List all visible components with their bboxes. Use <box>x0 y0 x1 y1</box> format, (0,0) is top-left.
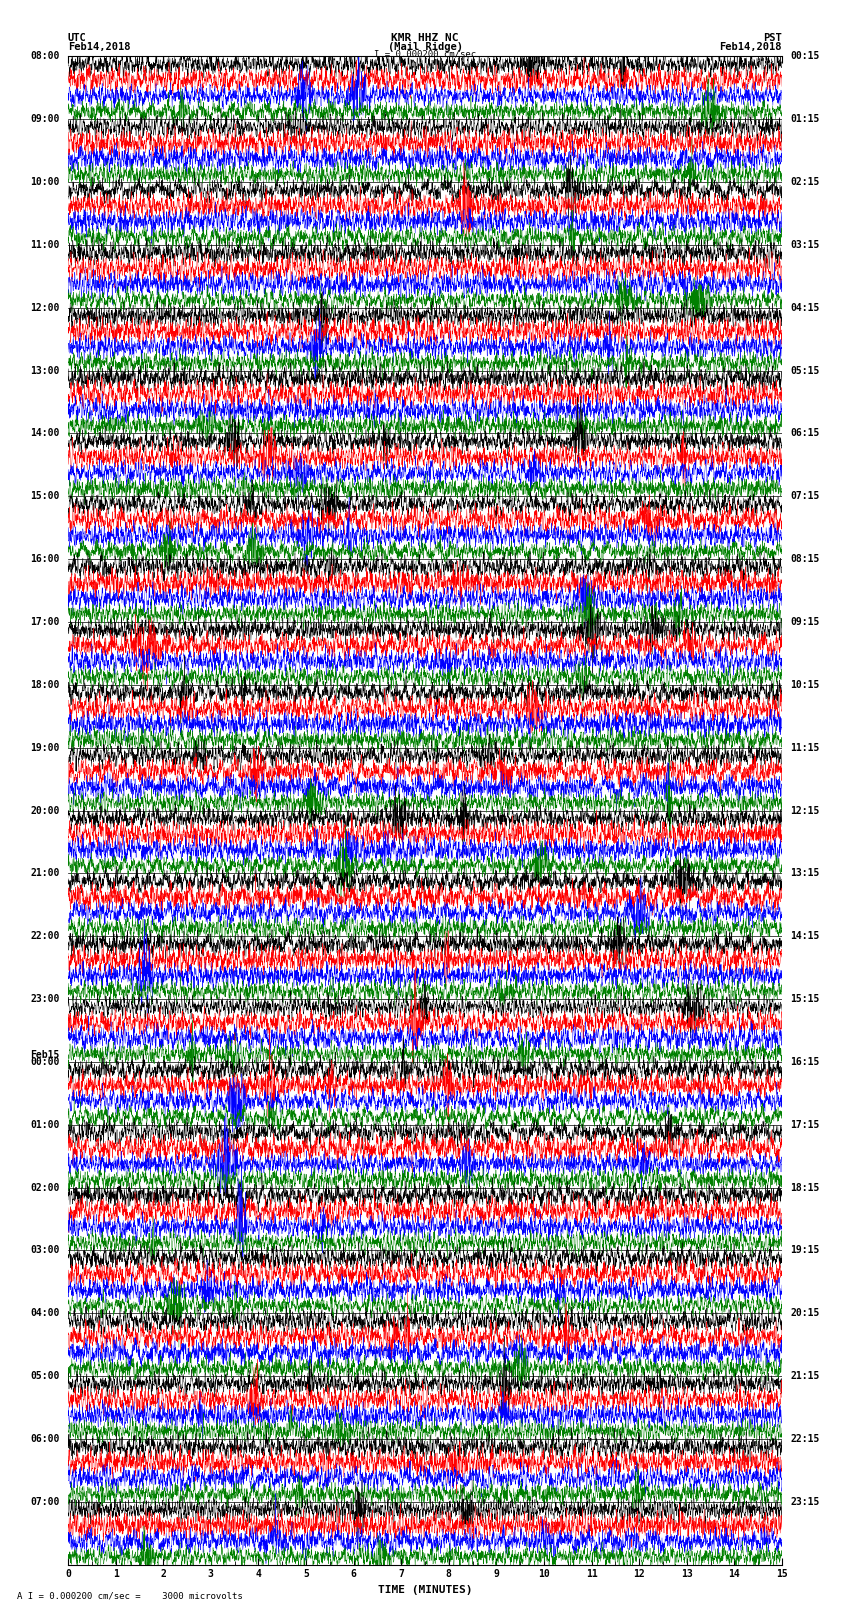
Text: 11:00: 11:00 <box>30 240 60 250</box>
Text: 19:00: 19:00 <box>30 742 60 753</box>
Text: I = 0.000200 cm/sec: I = 0.000200 cm/sec <box>374 50 476 58</box>
Text: 02:00: 02:00 <box>30 1182 60 1192</box>
Text: UTC: UTC <box>68 32 87 44</box>
Text: (Mail Ridge): (Mail Ridge) <box>388 42 462 52</box>
Text: 17:00: 17:00 <box>30 618 60 627</box>
Text: 05:15: 05:15 <box>790 366 820 376</box>
Text: 22:00: 22:00 <box>30 931 60 942</box>
Text: 13:00: 13:00 <box>30 366 60 376</box>
Text: 14:00: 14:00 <box>30 429 60 439</box>
Text: 21:00: 21:00 <box>30 868 60 879</box>
Text: 00:15: 00:15 <box>790 52 820 61</box>
Text: 23:00: 23:00 <box>30 994 60 1003</box>
Text: 03:15: 03:15 <box>790 240 820 250</box>
Text: 06:00: 06:00 <box>30 1434 60 1444</box>
Text: 04:00: 04:00 <box>30 1308 60 1318</box>
Text: A I = 0.000200 cm/sec =    3000 microvolts: A I = 0.000200 cm/sec = 3000 microvolts <box>17 1590 243 1600</box>
Text: 12:15: 12:15 <box>790 805 820 816</box>
Text: 12:00: 12:00 <box>30 303 60 313</box>
Text: 06:15: 06:15 <box>790 429 820 439</box>
Text: 11:15: 11:15 <box>790 742 820 753</box>
Text: 01:00: 01:00 <box>30 1119 60 1129</box>
Text: 22:15: 22:15 <box>790 1434 820 1444</box>
Text: 15:00: 15:00 <box>30 492 60 502</box>
Text: 13:15: 13:15 <box>790 868 820 879</box>
Text: 02:15: 02:15 <box>790 177 820 187</box>
Text: Feb15: Feb15 <box>30 1050 60 1060</box>
Text: 18:00: 18:00 <box>30 679 60 690</box>
Text: 17:15: 17:15 <box>790 1119 820 1129</box>
Text: 18:15: 18:15 <box>790 1182 820 1192</box>
Text: 16:15: 16:15 <box>790 1057 820 1066</box>
Text: 14:15: 14:15 <box>790 931 820 942</box>
X-axis label: TIME (MINUTES): TIME (MINUTES) <box>377 1586 473 1595</box>
Text: 09:15: 09:15 <box>790 618 820 627</box>
Text: Feb14,2018: Feb14,2018 <box>68 42 131 52</box>
Text: 03:00: 03:00 <box>30 1245 60 1255</box>
Text: 15:15: 15:15 <box>790 994 820 1003</box>
Text: 07:15: 07:15 <box>790 492 820 502</box>
Text: 20:00: 20:00 <box>30 805 60 816</box>
Text: 10:15: 10:15 <box>790 679 820 690</box>
Text: Feb14,2018: Feb14,2018 <box>719 42 782 52</box>
Text: 05:00: 05:00 <box>30 1371 60 1381</box>
Text: 01:15: 01:15 <box>790 115 820 124</box>
Text: KMR HHZ NC: KMR HHZ NC <box>391 32 459 44</box>
Text: 10:00: 10:00 <box>30 177 60 187</box>
Text: 21:15: 21:15 <box>790 1371 820 1381</box>
Text: PST: PST <box>763 32 782 44</box>
Text: 08:15: 08:15 <box>790 555 820 565</box>
Text: 04:15: 04:15 <box>790 303 820 313</box>
Text: 07:00: 07:00 <box>30 1497 60 1507</box>
Text: 00:00: 00:00 <box>30 1057 60 1066</box>
Text: 16:00: 16:00 <box>30 555 60 565</box>
Text: 19:15: 19:15 <box>790 1245 820 1255</box>
Text: 20:15: 20:15 <box>790 1308 820 1318</box>
Text: 23:15: 23:15 <box>790 1497 820 1507</box>
Text: 08:00: 08:00 <box>30 52 60 61</box>
Text: 09:00: 09:00 <box>30 115 60 124</box>
